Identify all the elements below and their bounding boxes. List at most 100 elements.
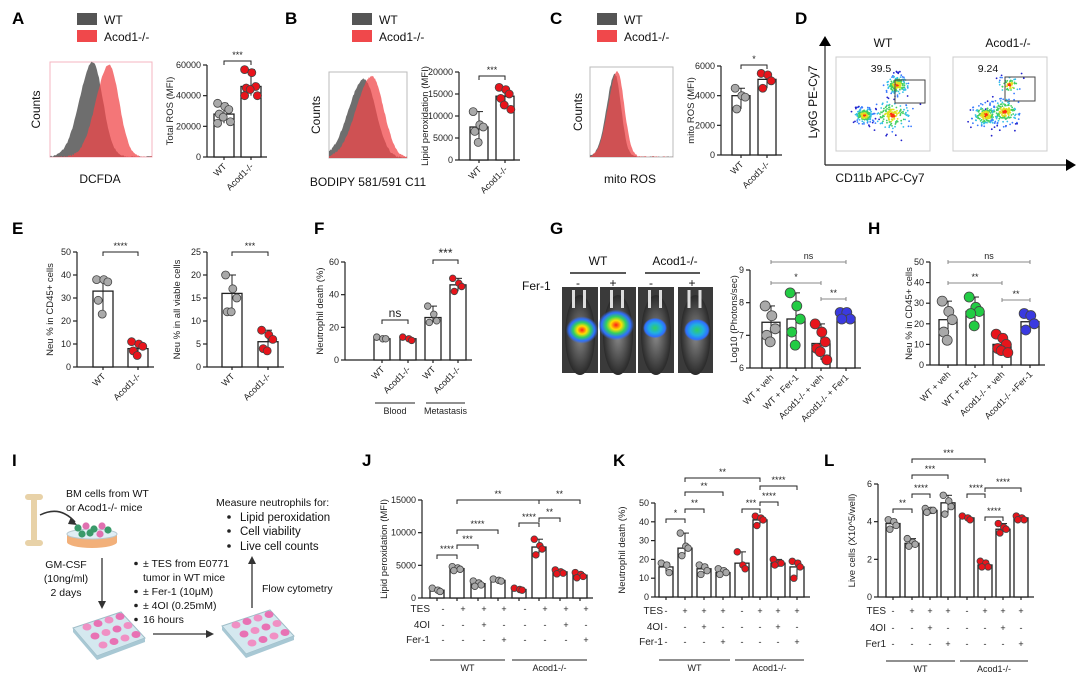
x-tick-label: Acod1-/- — [224, 161, 255, 192]
significance-bracket — [740, 64, 768, 69]
cell-icon — [78, 530, 86, 538]
event-dot — [890, 80, 893, 83]
cell-icon — [82, 522, 90, 530]
event-dot — [1014, 129, 1016, 132]
y-tick-label: 9 — [739, 265, 744, 275]
y-tick-label: 15000 — [391, 495, 416, 505]
data-point — [473, 137, 483, 147]
ear-tag — [648, 290, 651, 308]
event-dot — [975, 116, 978, 119]
event-dot — [898, 85, 901, 88]
event-dot — [995, 108, 998, 111]
event-dot — [861, 106, 864, 109]
event-dot — [974, 119, 977, 122]
well-icon — [231, 621, 241, 629]
histogram-x-label: mito ROS — [604, 172, 656, 186]
group-label: WT — [688, 663, 702, 673]
event-dot — [1011, 80, 1014, 82]
y-tick-label: 0 — [867, 592, 872, 602]
event-dot — [861, 120, 864, 123]
treatment-sign: - — [966, 639, 969, 649]
data-point — [771, 561, 779, 569]
treatment-sign: + — [945, 606, 950, 616]
significance-label: **** — [914, 483, 929, 493]
treatment-sign: - — [966, 606, 969, 616]
flow-plot-wt: 39.5 WT — [835, 36, 931, 152]
event-dot — [867, 116, 870, 119]
treatment-sign: + — [1018, 639, 1023, 649]
treatment-sign: - — [665, 637, 668, 647]
event-dot — [1018, 88, 1021, 90]
event-dot — [865, 110, 867, 113]
event-dot — [874, 107, 877, 110]
y-tick-label: 0 — [196, 152, 201, 162]
well-icon — [131, 631, 141, 638]
event-dot — [1014, 123, 1017, 125]
data-point — [530, 535, 538, 543]
gate-box — [894, 79, 926, 104]
data-point — [794, 313, 806, 325]
event-dot — [1000, 111, 1003, 114]
event-dot — [984, 108, 987, 111]
event-dot — [893, 112, 895, 115]
event-dot — [1008, 116, 1011, 119]
event-dot — [999, 76, 1002, 79]
event-dot — [897, 112, 900, 114]
data-point — [93, 295, 103, 305]
event-dot — [1011, 109, 1014, 111]
cell-icon — [96, 530, 104, 538]
y-tick-label: 4000 — [695, 91, 715, 101]
legend-label-acod1: Acod1-/- — [624, 30, 669, 44]
bm-cells-text: or Acod1-/- mice — [66, 502, 143, 514]
event-dot — [890, 92, 893, 95]
y-axis-label: Lipid peroxidation (MFI) — [379, 499, 390, 599]
data-point — [450, 566, 458, 575]
event-dot — [1022, 77, 1025, 80]
well-icon — [280, 629, 290, 636]
event-dot — [993, 126, 996, 128]
treatment-sign: + — [982, 606, 987, 616]
event-dot — [1002, 111, 1005, 114]
y-tick-label: 40 — [914, 278, 924, 288]
histogram-y-label: Counts — [309, 96, 323, 134]
event-dot — [1008, 111, 1011, 113]
data-point — [789, 339, 801, 351]
significance-label: ns — [389, 306, 402, 320]
event-dot — [990, 108, 993, 110]
event-dot — [901, 84, 904, 87]
event-dot — [856, 121, 859, 123]
event-dot — [1001, 89, 1004, 91]
event-dot — [876, 120, 879, 123]
treatment-sign: + — [794, 606, 799, 616]
treatment-row-label: Fer1 — [865, 639, 886, 650]
event-dot — [891, 130, 894, 133]
event-dot — [858, 109, 861, 112]
event-dot — [904, 113, 907, 116]
data-point — [814, 346, 826, 358]
significance-label: ** — [700, 481, 708, 491]
data-point — [97, 309, 107, 319]
event-dot — [896, 109, 898, 112]
data-point — [245, 85, 255, 94]
event-dot — [872, 113, 874, 115]
event-dot — [993, 110, 996, 113]
event-dot — [891, 91, 893, 93]
bar — [904, 542, 920, 598]
x-tick-label: WT — [420, 364, 437, 381]
treatment-sign: - — [684, 622, 687, 632]
y-tick-label: 20 — [191, 270, 201, 280]
event-dot — [972, 109, 975, 111]
data-point — [224, 105, 234, 114]
event-dot — [1014, 78, 1017, 81]
treatment-sign: - — [966, 623, 969, 633]
event-dot — [892, 127, 894, 130]
treatment-sign: + — [757, 606, 762, 616]
event-dot — [1002, 120, 1004, 123]
y-tick-label: 0 — [66, 362, 71, 372]
treatment-sign: + — [794, 637, 799, 647]
x-tick-label: Acod1-/- — [478, 164, 509, 195]
event-dot — [854, 120, 856, 123]
treatment-sign: - — [442, 604, 445, 614]
data-point — [213, 98, 223, 108]
event-dot — [1011, 86, 1014, 89]
